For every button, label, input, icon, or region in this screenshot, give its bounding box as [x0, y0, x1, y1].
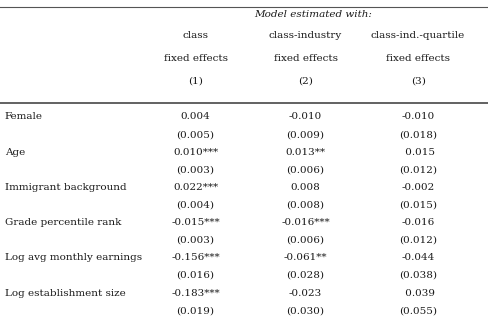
Text: (0.015): (0.015): [398, 200, 436, 210]
Text: 0.022***: 0.022***: [173, 183, 218, 192]
Text: (0.019): (0.019): [176, 306, 214, 315]
Text: fixed effects: fixed effects: [273, 54, 337, 63]
Text: fixed effects: fixed effects: [386, 54, 449, 63]
Text: -0.023: -0.023: [288, 289, 322, 298]
Text: (0.009): (0.009): [286, 130, 324, 139]
Text: Model estimated with:: Model estimated with:: [253, 10, 371, 19]
Text: (1): (1): [188, 77, 203, 86]
Text: (0.006): (0.006): [286, 165, 324, 174]
Text: -0.010: -0.010: [288, 112, 322, 122]
Text: (0.055): (0.055): [398, 306, 436, 315]
Text: Age: Age: [5, 148, 25, 157]
Text: -0.044: -0.044: [401, 253, 434, 262]
Text: -0.010: -0.010: [401, 112, 434, 122]
Text: (0.018): (0.018): [398, 130, 436, 139]
Text: Log avg monthly earnings: Log avg monthly earnings: [5, 253, 142, 262]
Text: 0.039: 0.039: [401, 289, 434, 298]
Text: (0.006): (0.006): [286, 236, 324, 245]
Text: (0.003): (0.003): [176, 165, 214, 174]
Text: (0.012): (0.012): [398, 165, 436, 174]
Text: (0.004): (0.004): [176, 200, 214, 210]
Text: 0.010***: 0.010***: [173, 148, 218, 157]
Text: Log establishment size: Log establishment size: [5, 289, 125, 298]
Text: -0.061**: -0.061**: [284, 253, 326, 262]
Text: (0.012): (0.012): [398, 236, 436, 245]
Text: 0.004: 0.004: [181, 112, 210, 122]
Text: (0.003): (0.003): [176, 236, 214, 245]
Text: 0.015: 0.015: [401, 148, 434, 157]
Text: (0.016): (0.016): [176, 271, 214, 280]
Text: -0.015***: -0.015***: [171, 218, 220, 227]
Text: 0.013**: 0.013**: [285, 148, 325, 157]
Text: (0.038): (0.038): [398, 271, 436, 280]
Text: (0.005): (0.005): [176, 130, 214, 139]
Text: (2): (2): [298, 77, 312, 86]
Text: -0.002: -0.002: [401, 183, 434, 192]
Text: class-industry: class-industry: [268, 31, 342, 40]
Text: -0.156***: -0.156***: [171, 253, 220, 262]
Text: -0.016***: -0.016***: [281, 218, 329, 227]
Text: (3): (3): [410, 77, 425, 86]
Text: (0.008): (0.008): [286, 200, 324, 210]
Text: -0.183***: -0.183***: [171, 289, 220, 298]
Text: -0.016: -0.016: [401, 218, 434, 227]
Text: 0.008: 0.008: [290, 183, 320, 192]
Text: class-ind.-quartile: class-ind.-quartile: [370, 31, 464, 40]
Text: (0.030): (0.030): [286, 306, 324, 315]
Text: class: class: [182, 31, 208, 40]
Text: Immigrant background: Immigrant background: [5, 183, 126, 192]
Text: Grade percentile rank: Grade percentile rank: [5, 218, 121, 227]
Text: fixed effects: fixed effects: [163, 54, 227, 63]
Text: Female: Female: [5, 112, 43, 122]
Text: (0.028): (0.028): [286, 271, 324, 280]
